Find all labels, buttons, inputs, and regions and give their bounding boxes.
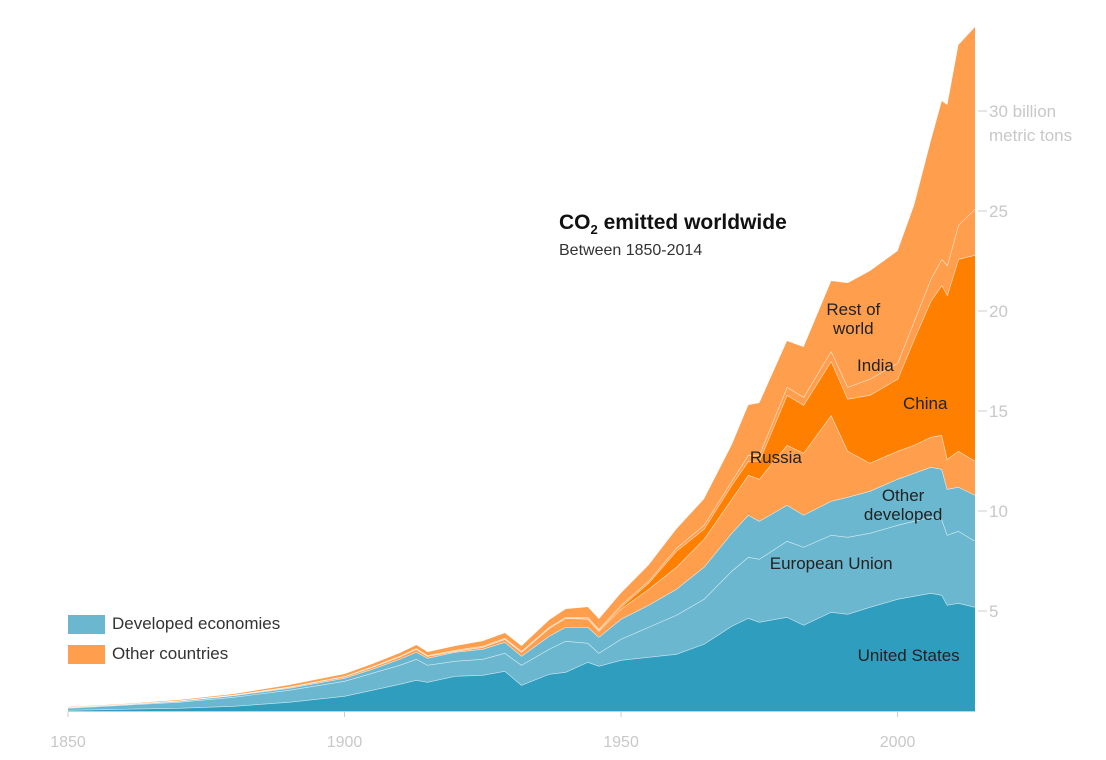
series-label-other-developed-line2: developed: [864, 505, 942, 524]
x-tick-label: 1900: [327, 734, 363, 751]
series-label-russia: Russia: [750, 448, 803, 467]
legend-label: Developed economies: [112, 614, 281, 633]
x-tick-label: 1850: [50, 734, 86, 751]
series-label-rest-of-world-line2: world: [832, 319, 874, 338]
y-tick-label: 10: [989, 502, 1008, 521]
chart-title: CO2 emitted worldwide: [559, 211, 787, 238]
axes: 1850 1900 1950 2000 5 10 15 20 25 30 billion metri…: [50, 102, 1072, 751]
legend-label: Other countries: [112, 644, 229, 663]
x-tick-label: 1950: [603, 734, 639, 751]
y-tick-label: 30 billion: [989, 102, 1056, 121]
area-russia: [68, 415, 975, 708]
y-tick-label: 15: [989, 402, 1008, 421]
y-tick-label: 20: [989, 302, 1008, 321]
y-tick-label: 5: [989, 602, 998, 621]
chart-subtitle: Between 1850-2014: [559, 242, 703, 259]
area-rest-of-world: [68, 27, 975, 708]
series-label-rest-of-world: Rest of: [826, 300, 880, 319]
series-label-united-states: United States: [858, 646, 960, 665]
legend-swatch: [68, 644, 105, 664]
area-other-developed: [68, 467, 975, 708]
y-axis-unit-label: metric tons: [989, 126, 1072, 145]
series-label-china: China: [903, 394, 948, 413]
legend-swatch: [68, 614, 105, 634]
area-united-states: [68, 593, 975, 711]
area-european-union: [68, 517, 975, 710]
x-tick-label: 2000: [880, 734, 916, 751]
legend: Developed economies Other countries: [68, 609, 280, 669]
areas: [67, 27, 976, 711]
series-label-other-developed: Other: [882, 486, 925, 505]
series-labels: United States European Union Otherdevelope…: [750, 300, 960, 665]
series-label-european-union: European Union: [770, 554, 893, 573]
series-label-india: India: [857, 356, 894, 375]
legend-item-other: Other countries: [68, 639, 280, 669]
legend-item-developed: Developed economies: [68, 609, 280, 639]
y-tick-label: 25: [989, 202, 1008, 221]
